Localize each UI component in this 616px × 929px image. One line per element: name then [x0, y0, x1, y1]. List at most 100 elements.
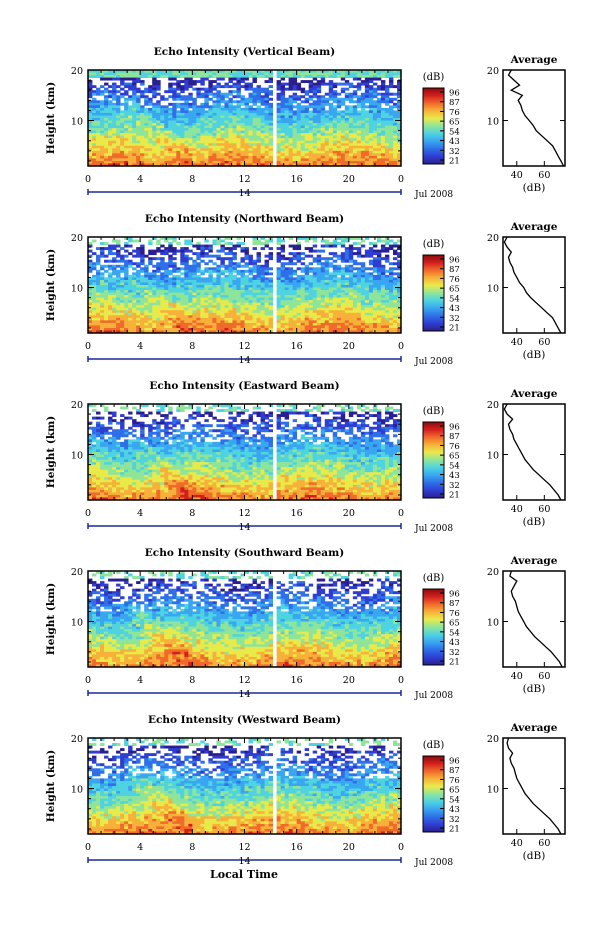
heatmap-cell — [244, 282, 249, 286]
heatmap-cell — [328, 305, 334, 309]
heatmap-cell — [196, 295, 201, 299]
heatmap-cell — [116, 97, 121, 101]
heatmap-cell — [296, 310, 302, 314]
heatmap-cell — [352, 95, 358, 99]
heatmap-cell — [332, 140, 338, 144]
heatmap-cell — [184, 322, 189, 326]
heatmap-cell — [340, 242, 346, 245]
heatmap-cell — [256, 305, 261, 309]
heatmap-cell — [348, 75, 354, 78]
heatmap-cell — [316, 158, 322, 162]
heatmap-cell — [296, 300, 302, 304]
heatmap-cell — [220, 148, 225, 152]
heatmap-cell — [312, 138, 318, 142]
heatmap-cell — [128, 95, 133, 99]
heatmap-cell — [312, 317, 318, 321]
heatmap-cell — [144, 115, 149, 119]
heatmap-cell — [308, 290, 314, 293]
heatmap-cell — [336, 315, 342, 319]
heatmap-cell — [336, 237, 342, 240]
heatmap-cell — [132, 110, 137, 114]
heatmap-cell — [96, 257, 101, 261]
heatmap-cell — [276, 138, 282, 142]
heatmap-cell — [292, 272, 298, 276]
heatmap-cell — [324, 133, 330, 137]
heatmap-cell — [88, 320, 93, 324]
heatmap-cell — [160, 317, 165, 321]
heatmap-cell — [92, 110, 97, 114]
heatmap-cell — [288, 110, 294, 114]
heatmap-cell — [232, 320, 237, 324]
heatmap-cell — [328, 112, 334, 116]
heatmap-cell — [340, 252, 346, 256]
heatmap-cell — [308, 85, 314, 89]
heatmap-cell — [336, 138, 342, 142]
heatmap-cell — [224, 82, 229, 86]
heatmap-cell — [316, 105, 322, 109]
heatmap-cell — [320, 305, 326, 309]
heatmap-cell — [180, 125, 185, 129]
heatmap-cell — [264, 112, 269, 116]
heatmap-cell — [232, 107, 237, 111]
heatmap-cell — [188, 140, 193, 144]
heatmap-cell — [332, 272, 338, 276]
heatmap-cell — [208, 254, 213, 258]
heatmap-cell — [224, 155, 229, 159]
heatmap-cell — [260, 130, 265, 134]
heatmap-cell — [144, 279, 149, 283]
heatmap-cell — [364, 97, 370, 101]
x-tick-label: 0 — [85, 174, 91, 185]
heatmap-cell — [244, 100, 249, 104]
heatmap-cell — [116, 128, 121, 132]
heatmap-cell — [160, 95, 165, 99]
heatmap-cell — [100, 143, 105, 147]
heatmap-cell — [212, 239, 217, 243]
heatmap-cell — [224, 133, 229, 137]
heatmap-cell — [372, 95, 378, 99]
heatmap-cell — [100, 133, 105, 137]
heatmap-cell — [368, 120, 374, 124]
heatmap-cell — [176, 97, 181, 101]
heatmap-cell — [144, 123, 149, 126]
heatmap-cell — [92, 287, 97, 291]
heatmap-cell — [376, 322, 382, 326]
heatmap-cell — [384, 115, 390, 119]
heatmap-cell — [304, 112, 310, 116]
heatmap-cell — [128, 107, 133, 111]
heatmap-cell — [104, 322, 109, 326]
heatmap-cell — [240, 102, 245, 106]
heatmap-cell — [280, 247, 286, 251]
heatmap-cell — [96, 254, 101, 258]
heatmap-cell — [156, 80, 161, 84]
heatmap-cell — [312, 82, 318, 86]
heatmap-cell — [364, 112, 370, 116]
heatmap-cell — [252, 305, 257, 309]
heatmap-cell — [240, 310, 245, 314]
heatmap-cell — [344, 302, 350, 306]
heatmap-cell — [120, 315, 125, 319]
heatmap-cell — [132, 310, 137, 314]
heatmap-cell — [232, 118, 237, 121]
heatmap-cell — [172, 128, 177, 132]
heatmap-cell — [216, 305, 221, 309]
heatmap-cell — [160, 279, 165, 283]
heatmap-cell — [96, 285, 101, 288]
heatmap-cell — [216, 302, 221, 306]
heatmap-cell — [92, 143, 97, 147]
heatmap-cell — [144, 90, 149, 94]
heatmap-cell — [100, 110, 105, 114]
heatmap-cell — [136, 90, 141, 94]
heatmap-cell — [168, 307, 173, 311]
heatmap-cell — [140, 105, 145, 109]
heatmap-cell — [276, 70, 282, 73]
heatmap-cell — [336, 267, 342, 271]
heatmap-cell — [372, 112, 378, 116]
heatmap-cell — [292, 120, 298, 124]
heatmap-cell — [196, 315, 201, 319]
heatmap-cell — [148, 262, 153, 266]
heatmap-cell — [120, 133, 125, 137]
heatmap-cell — [156, 102, 161, 106]
heatmap-cell — [288, 87, 294, 91]
heatmap-cell — [320, 239, 326, 243]
heatmap-cell — [136, 105, 141, 109]
